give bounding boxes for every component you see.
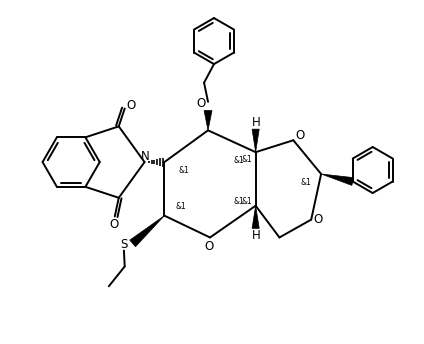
Text: &1: &1: [176, 202, 186, 212]
Polygon shape: [204, 110, 212, 130]
Text: O: O: [314, 213, 323, 226]
Text: &1: &1: [301, 178, 311, 187]
Text: &1: &1: [234, 155, 245, 164]
Polygon shape: [252, 129, 259, 152]
Text: O: O: [196, 97, 206, 110]
Text: O: O: [109, 218, 119, 231]
Polygon shape: [130, 216, 165, 247]
Text: &1: &1: [242, 197, 253, 206]
Text: H: H: [252, 228, 261, 241]
Text: H: H: [252, 116, 261, 129]
Polygon shape: [321, 174, 354, 185]
Polygon shape: [252, 206, 259, 228]
Text: &1: &1: [242, 155, 253, 164]
Text: S: S: [120, 238, 128, 251]
Text: O: O: [204, 240, 213, 253]
Text: &1: &1: [178, 165, 189, 174]
Text: O: O: [127, 99, 136, 112]
Text: &1: &1: [234, 197, 245, 206]
Text: O: O: [296, 129, 305, 142]
Text: N: N: [141, 150, 150, 163]
